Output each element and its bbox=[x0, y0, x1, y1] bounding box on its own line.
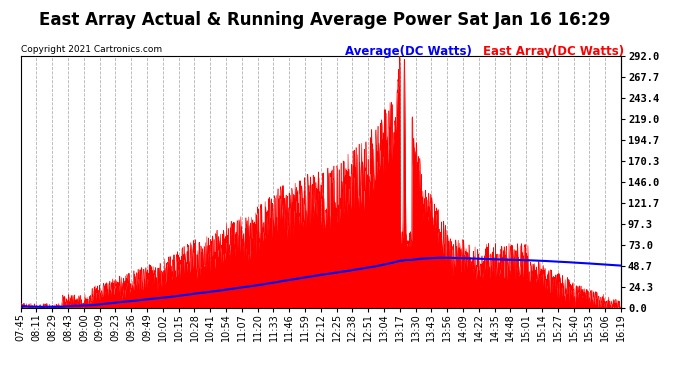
Text: Copyright 2021 Cartronics.com: Copyright 2021 Cartronics.com bbox=[21, 45, 162, 54]
Text: East Array(DC Watts): East Array(DC Watts) bbox=[483, 45, 624, 58]
Text: Average(DC Watts): Average(DC Watts) bbox=[345, 45, 472, 58]
Text: East Array Actual & Running Average Power Sat Jan 16 16:29: East Array Actual & Running Average Powe… bbox=[39, 11, 610, 29]
